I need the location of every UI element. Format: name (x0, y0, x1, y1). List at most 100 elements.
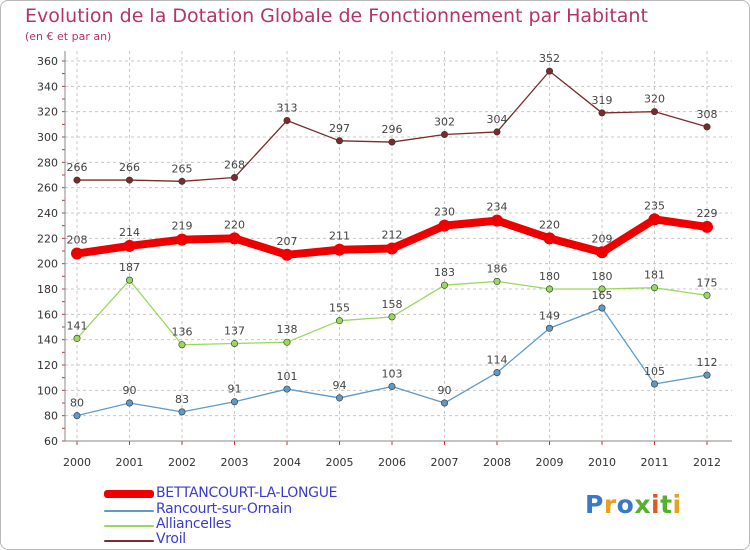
legend-label: BETTANCOURT-LA-LONGUE (156, 485, 338, 501)
data-point (231, 174, 239, 182)
data-label: 230 (434, 206, 455, 219)
logo-letter: r (603, 490, 617, 519)
data-point (178, 177, 186, 185)
data-label: 352 (539, 52, 560, 65)
data-point (650, 108, 658, 116)
data-point (126, 176, 134, 184)
data-label: 180 (539, 270, 560, 283)
data-label: 265 (172, 162, 193, 175)
data-point (73, 176, 81, 184)
data-label: 234 (487, 201, 508, 214)
data-label: 186 (487, 262, 508, 275)
logo-letter: P (585, 490, 604, 519)
data-point (598, 304, 606, 312)
data-point (703, 371, 711, 379)
data-label: 208 (67, 234, 88, 247)
data-point (438, 219, 451, 232)
data-point (650, 380, 658, 388)
y-tick-label: 80 (44, 410, 58, 423)
data-point (440, 130, 448, 138)
data-point (440, 281, 448, 289)
data-point (703, 123, 711, 131)
x-tick-label: 2009 (536, 456, 564, 469)
data-point (126, 399, 134, 407)
data-point (598, 285, 606, 293)
y-tick-label: 240 (37, 207, 58, 220)
data-label: 297 (329, 122, 350, 135)
data-label: 266 (119, 161, 140, 174)
data-label: 155 (329, 302, 350, 315)
data-label: 149 (539, 309, 560, 322)
data-label: 320 (644, 93, 665, 106)
data-label: 83 (175, 393, 189, 406)
y-tick-label: 100 (37, 384, 58, 397)
data-label: 296 (382, 123, 403, 136)
x-tick-label: 2002 (168, 456, 196, 469)
logo-letter: o (616, 490, 635, 519)
y-tick-label: 260 (37, 182, 58, 195)
legend-label: Rancourt-sur-Ornain (156, 501, 292, 517)
data-label: 103 (382, 368, 403, 381)
data-label: 112 (697, 356, 718, 369)
data-point (126, 276, 134, 284)
data-label: 90 (123, 384, 137, 397)
data-point (335, 137, 343, 145)
data-label: 136 (172, 326, 193, 339)
data-point (335, 394, 343, 402)
y-tick-label: 280 (37, 156, 58, 169)
x-tick-label: 2011 (641, 456, 669, 469)
data-point (493, 128, 501, 136)
x-tick-label: 2004 (273, 456, 301, 469)
data-label: 80 (70, 397, 84, 410)
data-label: 211 (329, 230, 350, 243)
x-tick-label: 2005 (326, 456, 354, 469)
data-label: 141 (67, 319, 88, 332)
data-label: 114 (487, 354, 508, 367)
data-label: 138 (277, 323, 298, 336)
data-point (178, 408, 186, 416)
data-point (176, 233, 188, 246)
legend-swatch (104, 510, 154, 512)
data-label: 268 (224, 159, 245, 172)
logo-letter: i (672, 490, 682, 519)
data-point (543, 232, 556, 245)
data-point (386, 242, 398, 255)
data-point (333, 243, 346, 256)
y-tick-label: 180 (37, 283, 58, 296)
data-point (598, 109, 606, 117)
data-label: 209 (592, 232, 613, 245)
y-tick-label: 160 (37, 308, 58, 321)
data-label: 175 (697, 276, 718, 289)
x-tick-label: 2007 (431, 456, 459, 469)
data-label: 313 (277, 102, 298, 115)
y-tick-label: 220 (37, 232, 58, 245)
data-point (493, 277, 501, 285)
data-label: 212 (382, 228, 403, 241)
data-point (283, 338, 291, 346)
data-point (335, 317, 343, 325)
data-label: 91 (228, 383, 242, 396)
data-label: 308 (697, 108, 718, 121)
data-point (283, 117, 291, 125)
data-label: 187 (119, 261, 140, 274)
y-tick-label: 60 (44, 435, 58, 448)
data-point (228, 232, 241, 245)
data-point (650, 284, 658, 292)
data-point (701, 220, 713, 233)
chart-subtitle: (en € et par an) (25, 30, 112, 43)
x-tick-label: 2010 (588, 456, 616, 469)
data-label: 105 (644, 365, 665, 378)
data-point (545, 324, 553, 332)
data-point (283, 385, 291, 393)
data-label: 165 (592, 289, 613, 302)
x-tick-label: 2006 (378, 456, 406, 469)
chart-title: Evolution de la Dotation Globale de Fonc… (25, 5, 648, 27)
y-tick-label: 360 (37, 55, 58, 68)
data-point (388, 138, 396, 146)
data-point (73, 334, 81, 342)
data-label: 220 (224, 218, 245, 231)
data-point (703, 291, 711, 299)
data-point (493, 369, 501, 377)
